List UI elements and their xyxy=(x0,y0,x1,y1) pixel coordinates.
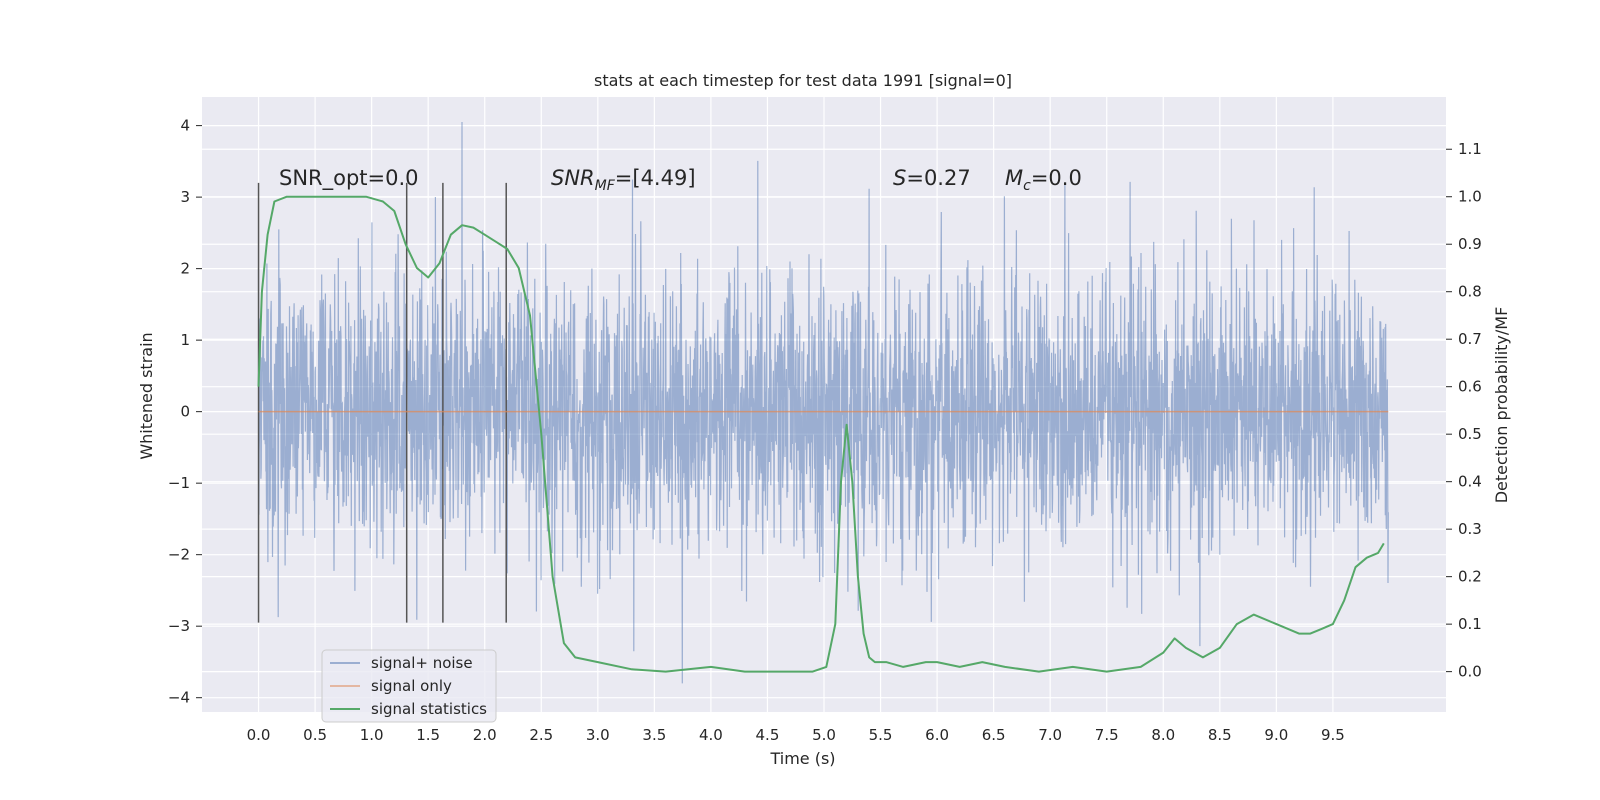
y-tick-label: 2 xyxy=(180,260,190,278)
y-tick-label: 3 xyxy=(180,188,190,206)
x-tick-label: 0.5 xyxy=(303,726,327,744)
signal-statistics-series xyxy=(257,195,1385,673)
x-tick-label: 7.5 xyxy=(1095,726,1119,744)
x-tick-label: 0.0 xyxy=(247,726,271,744)
y2-tick-label: 0.6 xyxy=(1458,378,1482,396)
y-tick-label: −2 xyxy=(168,546,190,564)
signal-statistics-line xyxy=(257,195,1385,673)
y2-tick-label: 0.0 xyxy=(1458,663,1482,681)
annotation-s: S=0.27 xyxy=(893,166,971,190)
y-tick-label: −3 xyxy=(168,617,190,635)
y-axis-title: Whitened strain xyxy=(137,332,156,459)
s-value: =0.27 xyxy=(906,166,970,190)
y-tick-labels: −4 −3 −2 −1 0 1 2 3 4 xyxy=(168,117,202,707)
x-tick-label: 2.0 xyxy=(473,726,497,744)
y2-tick-label: 0.8 xyxy=(1458,283,1482,301)
x-tick-label: 7.0 xyxy=(1038,726,1062,744)
y-tick-label: 4 xyxy=(180,117,190,135)
x-tick-label: 3.5 xyxy=(642,726,666,744)
y-tick-label: −1 xyxy=(168,474,190,492)
annotation-mc: Mc=0.0 xyxy=(1005,166,1082,194)
legend: signal+ noise signal only signal statist… xyxy=(321,649,497,723)
y2-tick-label: 0.3 xyxy=(1458,520,1482,538)
annotation-snr-mf: SNRMF=[4.49] xyxy=(551,166,696,194)
y2-tick-labels: 0.0 0.1 0.2 0.3 0.4 0.5 0.6 0.7 0.8 0.9 1.0 1.1 xyxy=(1446,140,1482,681)
mc-subscript: c xyxy=(1023,178,1031,194)
y2-tick-label: 0.5 xyxy=(1458,425,1482,443)
vertical-markers xyxy=(257,182,507,623)
x-tick-label: 2.5 xyxy=(529,726,553,744)
y2-axis-title: Detection probability/MF xyxy=(1492,307,1511,504)
x-tick-label: 5.0 xyxy=(812,726,836,744)
mc-symbol: M xyxy=(1005,166,1023,190)
legend-box xyxy=(321,649,497,723)
annotations: SNR_opt=0.0 SNRMF=[4.49] S=0.27 Mc=0.0 xyxy=(279,166,1082,194)
y-tick-label: 0 xyxy=(180,403,190,421)
snr-mf-value: =[4.49] xyxy=(615,166,696,190)
mc-value: =0.0 xyxy=(1031,166,1082,190)
y2-tick-label: 1.0 xyxy=(1458,188,1482,206)
legend-label-signal-only: signal only xyxy=(371,677,452,695)
x-tick-label: 1.5 xyxy=(416,726,440,744)
annotation-snr-opt: SNR_opt=0.0 xyxy=(279,166,419,191)
x-tick-label: 5.5 xyxy=(869,726,893,744)
legend-label-signal-statistics: signal statistics xyxy=(371,700,487,718)
snr-mf-symbol: SNR xyxy=(551,166,595,190)
x-tick-label: 9.5 xyxy=(1321,726,1345,744)
x-tick-label: 9.0 xyxy=(1264,726,1288,744)
x-tick-label: 1.0 xyxy=(360,726,384,744)
y2-tick-label: 0.2 xyxy=(1458,568,1482,586)
y2-tick-label: 0.7 xyxy=(1458,330,1482,348)
x-tick-label: 8.0 xyxy=(1151,726,1175,744)
x-tick-label: 4.5 xyxy=(756,726,780,744)
s-symbol: S xyxy=(893,166,906,190)
chart-title: stats at each timestep for test data 199… xyxy=(594,71,1012,90)
y2-tick-label: 0.1 xyxy=(1458,615,1482,633)
y2-tick-label: 1.1 xyxy=(1458,140,1482,158)
y2-tick-label: 0.4 xyxy=(1458,473,1482,491)
x-tick-label: 8.5 xyxy=(1208,726,1232,744)
snr-mf-subscript: MF xyxy=(595,178,616,194)
x-tick-label: 6.5 xyxy=(982,726,1006,744)
y2-tick-label: 0.9 xyxy=(1458,235,1482,253)
x-tick-labels: 0.0 0.5 1.0 1.5 2.0 2.5 3.0 3.5 4.0 4.5 5.0 5.5 6.0 6… xyxy=(247,726,1345,744)
signal-noise-line xyxy=(257,121,1389,684)
y-tick-label: −4 xyxy=(168,689,190,707)
x-tick-label: 4.0 xyxy=(699,726,723,744)
x-tick-label: 6.0 xyxy=(925,726,949,744)
x-axis-title: Time (s) xyxy=(769,749,835,768)
signal-noise-series xyxy=(257,121,1389,684)
legend-label-signal-noise: signal+ noise xyxy=(371,654,473,672)
y-tick-label: 1 xyxy=(180,331,190,349)
x-tick-label: 3.0 xyxy=(586,726,610,744)
